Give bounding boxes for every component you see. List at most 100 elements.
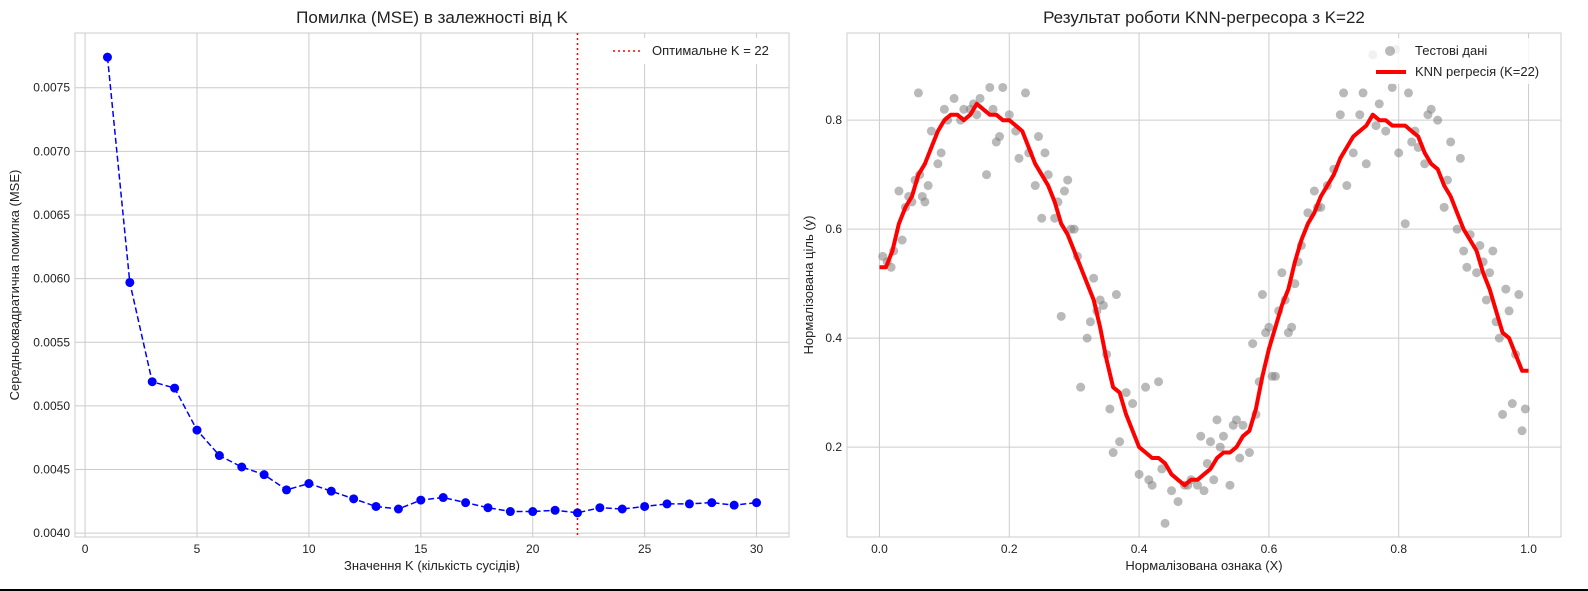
test-data-point xyxy=(1030,181,1040,191)
test-data-point xyxy=(1520,404,1530,414)
knn-x-axis-label: Нормалізована ознака (X) xyxy=(1125,558,1282,573)
mse-point xyxy=(595,503,605,513)
mse-point xyxy=(282,485,292,495)
test-data-point xyxy=(1244,448,1254,458)
mse-point xyxy=(461,498,471,508)
test-data-point xyxy=(1199,486,1209,496)
mse-point xyxy=(684,499,694,509)
test-data-point xyxy=(1040,148,1050,158)
mse-point xyxy=(438,493,448,503)
test-data-point xyxy=(1439,202,1449,212)
test-data-point xyxy=(1355,110,1365,120)
test-data-point xyxy=(1173,497,1183,507)
mse-point xyxy=(371,501,381,511)
mse-grid xyxy=(75,33,789,537)
test-data-point xyxy=(1358,88,1368,98)
knn-x-tick-label: 0.8 xyxy=(1390,542,1407,556)
test-data-point xyxy=(1231,415,1241,425)
mse-x-tick-label: 25 xyxy=(638,542,652,556)
mse-y-tick-label: 0.0040 xyxy=(33,526,70,540)
test-data-point xyxy=(1270,371,1280,381)
mse-x-tick-label: 0 xyxy=(82,542,89,556)
test-data-point xyxy=(1043,170,1053,180)
test-data-point xyxy=(1115,437,1125,447)
test-data-point xyxy=(1089,273,1099,283)
test-data-point xyxy=(936,148,946,158)
test-data-point xyxy=(939,104,949,114)
test-data-point xyxy=(1082,333,1092,343)
mse-point xyxy=(147,377,157,387)
mse-point xyxy=(528,507,538,517)
mse-point xyxy=(102,52,112,62)
mse-point xyxy=(259,470,269,480)
test-data-point xyxy=(913,88,923,98)
knn-x-tick-label: 0.2 xyxy=(1001,542,1018,556)
mse-y-tick-label: 0.0075 xyxy=(33,81,70,95)
mse-series-line xyxy=(106,57,757,514)
mse-point xyxy=(192,425,202,435)
knn-chart-panel: 0.0 0.2 0.4 0.6 0.8 1.0 0.2 0.4 0.6 0.8 Результат… xyxy=(801,8,1562,573)
test-data-point xyxy=(894,186,904,196)
test-data-point xyxy=(1485,268,1495,278)
test-data-point xyxy=(1303,208,1313,218)
test-data-point xyxy=(1498,409,1508,419)
test-data-point xyxy=(1033,132,1043,142)
mse-point xyxy=(707,498,717,508)
test-data-point xyxy=(1141,382,1151,392)
test-data-point xyxy=(1215,442,1225,452)
mse-point xyxy=(483,503,493,513)
mse-y-tick-label: 0.0050 xyxy=(33,399,70,413)
test-data-point xyxy=(1494,333,1504,343)
mse-point xyxy=(729,500,739,510)
test-data-point xyxy=(1154,377,1164,387)
test-data-point xyxy=(933,159,943,169)
mse-point xyxy=(237,462,247,472)
test-data-point xyxy=(1342,181,1352,191)
test-data-point xyxy=(1209,475,1219,485)
knn-legend-line-label: KNN регресія (K=22) xyxy=(1415,64,1539,79)
test-data-point xyxy=(995,132,1005,142)
mse-point xyxy=(416,495,426,505)
mse-point xyxy=(214,451,224,461)
test-data-point xyxy=(1371,121,1381,131)
test-data-point xyxy=(1426,104,1436,114)
test-data-point xyxy=(1098,300,1108,310)
test-data-point xyxy=(972,110,982,120)
mse-point xyxy=(349,494,359,504)
mse-chart-title: Помилка (MSE) в залежності від K xyxy=(296,8,568,27)
test-data-point xyxy=(975,93,985,103)
test-data-point xyxy=(1459,246,1469,256)
test-data-point xyxy=(1507,399,1517,409)
knn-legend-scatter-swatch xyxy=(1385,46,1395,56)
mse-point xyxy=(572,508,582,518)
test-data-point xyxy=(1290,279,1300,289)
test-data-point xyxy=(1277,268,1287,278)
test-data-point xyxy=(1514,290,1524,300)
test-data-point xyxy=(1407,137,1417,147)
test-data-point xyxy=(1205,437,1215,447)
knn-y-tick-label: 0.6 xyxy=(825,222,842,236)
test-data-point xyxy=(1147,480,1157,490)
test-data-point xyxy=(1157,464,1167,474)
test-data-point xyxy=(1167,486,1177,496)
test-data-point xyxy=(959,104,969,114)
mse-legend-label: Оптимальне K = 22 xyxy=(652,43,769,58)
test-data-point xyxy=(1348,148,1358,158)
test-data-point xyxy=(1196,431,1206,441)
test-data-point xyxy=(1037,213,1047,223)
test-data-point xyxy=(1225,480,1235,490)
test-data-point xyxy=(1235,453,1245,463)
test-data-point xyxy=(1501,284,1511,294)
knn-legend-scatter-label: Тестові дані xyxy=(1415,43,1487,58)
mse-y-tick-label: 0.0070 xyxy=(33,144,70,158)
knn-regression-line xyxy=(879,101,1529,488)
test-data-point xyxy=(1014,153,1024,163)
knn-y-axis-label: Нормалізована ціль (y) xyxy=(801,215,816,354)
test-data-point xyxy=(1056,311,1066,321)
test-data-point xyxy=(1248,339,1258,349)
test-data-point xyxy=(1134,469,1144,479)
knn-y-tick-label: 0.8 xyxy=(825,113,842,127)
test-data-point xyxy=(1309,186,1319,196)
test-data-point xyxy=(982,170,992,180)
